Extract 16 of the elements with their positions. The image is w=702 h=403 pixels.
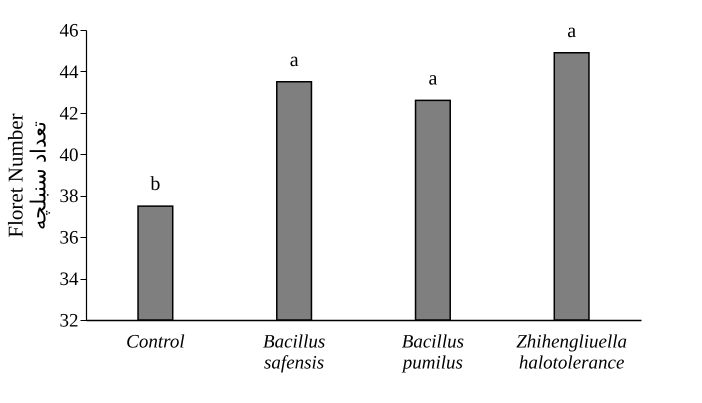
y-tick-label: 40	[60, 144, 78, 166]
annotation: a	[290, 48, 299, 71]
x-tick-label: Control	[126, 332, 185, 352]
y-tick-label: 44	[60, 62, 79, 83]
x-tick-label: Bacillus pumilus	[400, 332, 464, 374]
x-tick-label: Bacillus safensis	[262, 332, 326, 374]
annotation: a	[567, 20, 576, 42]
annotation: a	[428, 67, 438, 90]
x-tick-label: Zhihengliuella halotolerance	[516, 332, 628, 374]
y-tick-label: 36	[60, 228, 78, 249]
y-tick-label: 38	[60, 186, 78, 208]
y-tick-label: 46	[60, 20, 78, 42]
y-tick-label: 34	[60, 269, 79, 290]
annotation: b	[150, 173, 160, 196]
y-tick-label: 32	[60, 310, 78, 332]
y-tick-label: 42	[60, 103, 78, 124]
